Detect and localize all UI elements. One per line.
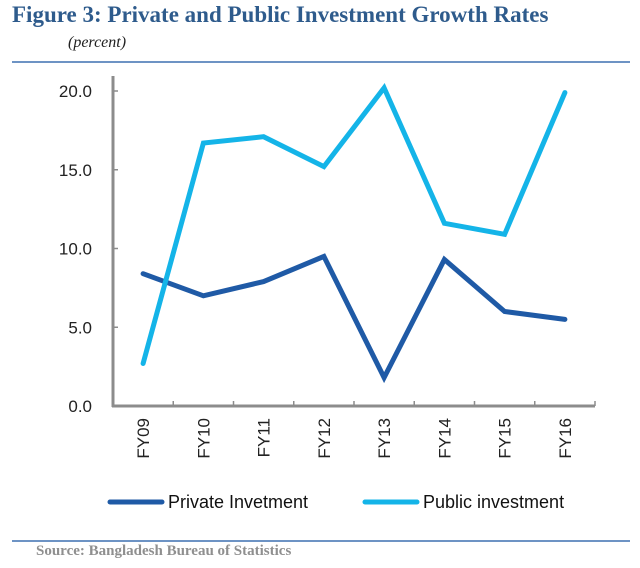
x-tick-label: FY13 — [375, 418, 394, 459]
y-tick-label: 0.0 — [68, 397, 92, 416]
y-tick-label: 10.0 — [59, 240, 92, 259]
source-note: Source: Bangladesh Bureau of Statistics — [36, 543, 292, 559]
x-tick-label: FY15 — [496, 418, 515, 459]
series-line-private-invetment — [140, 253, 568, 384]
x-tick-label: FY11 — [255, 418, 274, 457]
x-tick-label: FY16 — [556, 418, 575, 459]
y-tick-label: 15.0 — [59, 161, 92, 180]
x-tick-label: FY12 — [315, 418, 334, 459]
y-axis: 0.0 5.0 10.0 15.0 20.0 — [59, 76, 118, 416]
legend-label: Public investment — [423, 492, 564, 512]
series-line-public-investment — [140, 83, 568, 366]
legend-label: Private Invetment — [168, 492, 308, 512]
y-tick-label: 5.0 — [68, 318, 92, 337]
top-divider — [12, 61, 630, 63]
x-tick-label: FY10 — [194, 418, 213, 459]
x-tick-label: FY09 — [134, 418, 153, 459]
line-chart: 0.05.010.015.020.0 FY09 FY10 FY11 FY12 FY13 F… — [59, 76, 596, 512]
x-axis: FY09 FY10 FY11 FY12 FY13 FY14 FY15 FY16 — [112, 401, 596, 459]
series-group — [140, 83, 568, 384]
figure-subtitle: (percent) — [68, 34, 127, 51]
x-tick-label: FY14 — [435, 418, 454, 459]
y-tick-label: 20.0 — [59, 82, 92, 101]
bottom-divider — [12, 540, 630, 542]
figure-title: Figure 3: Private and Public Investment … — [12, 2, 549, 27]
legend: Private Invetment Public investment — [107, 492, 564, 512]
